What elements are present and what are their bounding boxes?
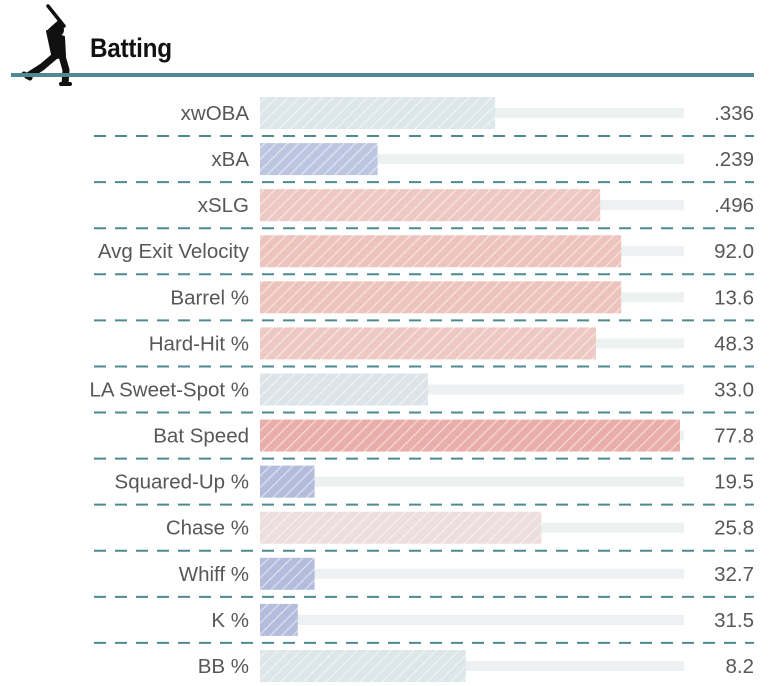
metric-row: xwOBA .336: [94, 97, 754, 138]
metric-label: Avg Exit Velocity: [98, 240, 250, 263]
percentile-bar: [260, 419, 680, 452]
percentile-bar: [260, 327, 596, 360]
metric-label: xBA: [211, 148, 249, 171]
metric-value: 77.8: [714, 425, 754, 448]
metric-row: xSLG .496: [94, 189, 754, 230]
metric-row: BB % 8.2: [198, 649, 755, 682]
metric-label: xSLG: [198, 194, 249, 217]
metric-value: .239: [714, 148, 754, 171]
metric-label: BB %: [198, 655, 249, 678]
percentile-bar: [260, 235, 622, 268]
metric-label: Bat Speed: [153, 425, 249, 448]
percentile-track: [260, 154, 684, 165]
section-title: Batting: [90, 33, 172, 63]
metric-value: .496: [714, 194, 754, 217]
section-header: Batting: [0, 0, 774, 86]
batter-silhouette-icon: [21, 4, 72, 86]
metric-value: 48.3: [714, 332, 754, 355]
metric-label: Chase %: [166, 517, 249, 540]
metric-label: Squared-Up %: [115, 471, 249, 494]
percentile-bar: [260, 373, 428, 406]
metric-label: Barrel %: [170, 286, 249, 309]
metric-label: xwOBA: [181, 102, 250, 125]
metric-label: K %: [211, 609, 249, 632]
percentile-bar: [260, 143, 378, 176]
metric-value: 32.7: [714, 563, 754, 586]
metric-row: Barrel % 13.6: [94, 281, 754, 322]
percentile-track: [260, 568, 684, 579]
percentile-bar: [260, 189, 601, 222]
percentile-bar: [260, 511, 542, 544]
percentile-bar: [260, 557, 315, 590]
metric-row: LA Sweet-Spot % 33.0: [89, 373, 754, 414]
percentile-track: [260, 614, 684, 625]
percentile-bar: [260, 281, 622, 314]
metric-row: Avg Exit Velocity 92.0: [94, 235, 754, 276]
metric-label: Whiff %: [179, 563, 249, 586]
percentile-track: [260, 384, 684, 395]
metric-row: Whiff % 32.7: [94, 557, 754, 598]
metric-value: 92.0: [714, 240, 754, 263]
percentile-track: [260, 660, 684, 671]
metric-value: 19.5: [714, 471, 754, 494]
metric-value: 33.0: [714, 378, 754, 401]
metric-value: .336: [714, 102, 754, 125]
metric-value: 13.6: [714, 286, 754, 309]
metric-row: Hard-Hit % 48.3: [94, 327, 754, 368]
metric-value: 25.8: [714, 517, 754, 540]
metric-value: 8.2: [726, 655, 755, 678]
header-divider: [11, 73, 754, 77]
metric-row: xBA .239: [94, 143, 754, 184]
metric-row: K % 31.5: [94, 603, 754, 644]
percentile-track: [260, 476, 684, 487]
metric-label: LA Sweet-Spot %: [89, 378, 249, 401]
percentile-bar: [260, 603, 298, 636]
percentile-bar: [260, 649, 466, 682]
metric-value: 31.5: [714, 609, 754, 632]
metric-label: Hard-Hit %: [149, 332, 249, 355]
metric-row: Bat Speed 77.8: [94, 419, 754, 460]
metric-row: Squared-Up % 19.5: [94, 465, 754, 506]
percentile-bar: [260, 465, 315, 498]
metric-row: Chase % 25.8: [94, 511, 754, 552]
percentile-bar: [260, 97, 496, 129]
